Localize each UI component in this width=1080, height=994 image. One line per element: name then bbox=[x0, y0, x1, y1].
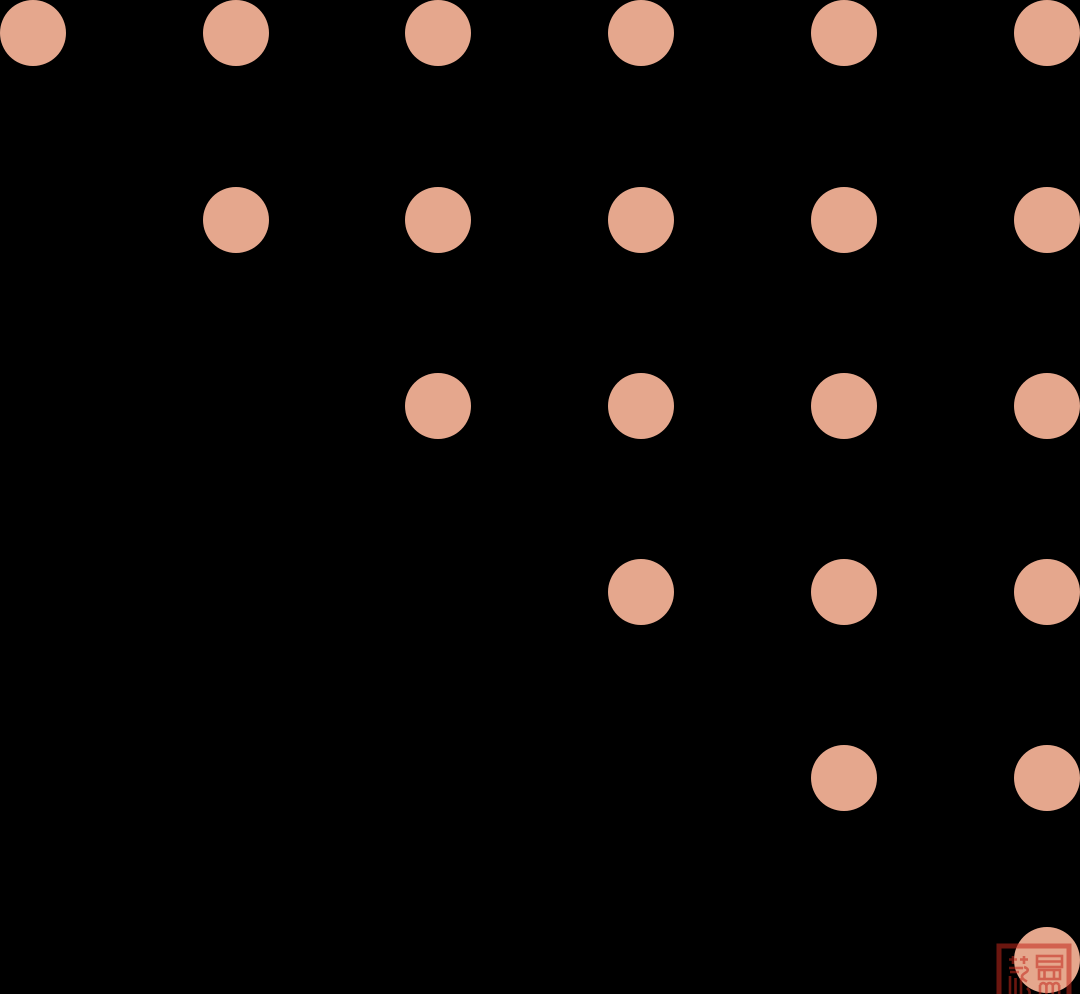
pattern-dot bbox=[405, 187, 471, 253]
pattern-dot bbox=[203, 0, 269, 66]
pattern-dot bbox=[1014, 0, 1080, 66]
pattern-dot bbox=[405, 373, 471, 439]
pattern-dot bbox=[811, 745, 877, 811]
seal-border bbox=[996, 943, 1072, 994]
seal-watermark bbox=[996, 943, 1072, 994]
pattern-dot bbox=[608, 373, 674, 439]
pattern-dot bbox=[811, 559, 877, 625]
pattern-dot bbox=[608, 559, 674, 625]
pattern-dot bbox=[811, 373, 877, 439]
pattern-dot bbox=[1014, 559, 1080, 625]
pattern-dot bbox=[1014, 745, 1080, 811]
pattern-dot bbox=[811, 187, 877, 253]
pattern-dot bbox=[608, 0, 674, 66]
pattern-dot bbox=[608, 187, 674, 253]
pattern-dot bbox=[405, 0, 471, 66]
pattern-dot bbox=[0, 0, 66, 66]
pattern-dot bbox=[1014, 373, 1080, 439]
seal-character-left bbox=[1008, 956, 1031, 994]
seal-character-right bbox=[1035, 954, 1064, 994]
pattern-dot bbox=[1014, 187, 1080, 253]
pattern-dot bbox=[203, 187, 269, 253]
pattern-dot bbox=[811, 0, 877, 66]
